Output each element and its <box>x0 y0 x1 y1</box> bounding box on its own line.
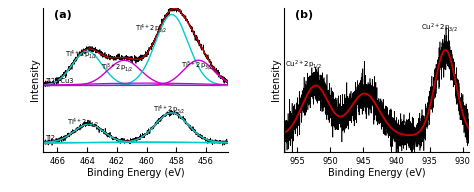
Text: Cu$^{2+}$2p$_{1/2}$: Cu$^{2+}$2p$_{1/2}$ <box>285 59 322 71</box>
Text: Ti$^{3+}$2p$_{3/2}$: Ti$^{3+}$2p$_{3/2}$ <box>181 60 213 72</box>
Text: Ti$^{4+}$2p$_{3/2}$: Ti$^{4+}$2p$_{3/2}$ <box>153 104 185 117</box>
Text: Cu$^{2+}$2p$_{3/2}$: Cu$^{2+}$2p$_{3/2}$ <box>421 22 458 34</box>
Text: (b): (b) <box>295 10 313 20</box>
X-axis label: Binding Energy (eV): Binding Energy (eV) <box>328 168 425 178</box>
Text: Ti$^{4+}$2p$_{1/2}$: Ti$^{4+}$2p$_{1/2}$ <box>65 48 97 61</box>
Text: Ti$^{4+}$2p$_{3/2}$: Ti$^{4+}$2p$_{3/2}$ <box>135 22 167 35</box>
Y-axis label: Intensity: Intensity <box>271 58 281 101</box>
Text: Ti$^{4+}$2p$_{1/2}$: Ti$^{4+}$2p$_{1/2}$ <box>67 116 99 129</box>
X-axis label: Binding Energy (eV): Binding Energy (eV) <box>87 168 184 178</box>
Text: Ti2+Cu3: Ti2+Cu3 <box>46 78 74 84</box>
Y-axis label: Intensity: Intensity <box>30 58 40 101</box>
Text: (a): (a) <box>54 10 72 20</box>
Text: Ti$^{3+}$2p$_{1/2}$: Ti$^{3+}$2p$_{1/2}$ <box>101 61 133 74</box>
Text: Ti2: Ti2 <box>46 135 55 141</box>
